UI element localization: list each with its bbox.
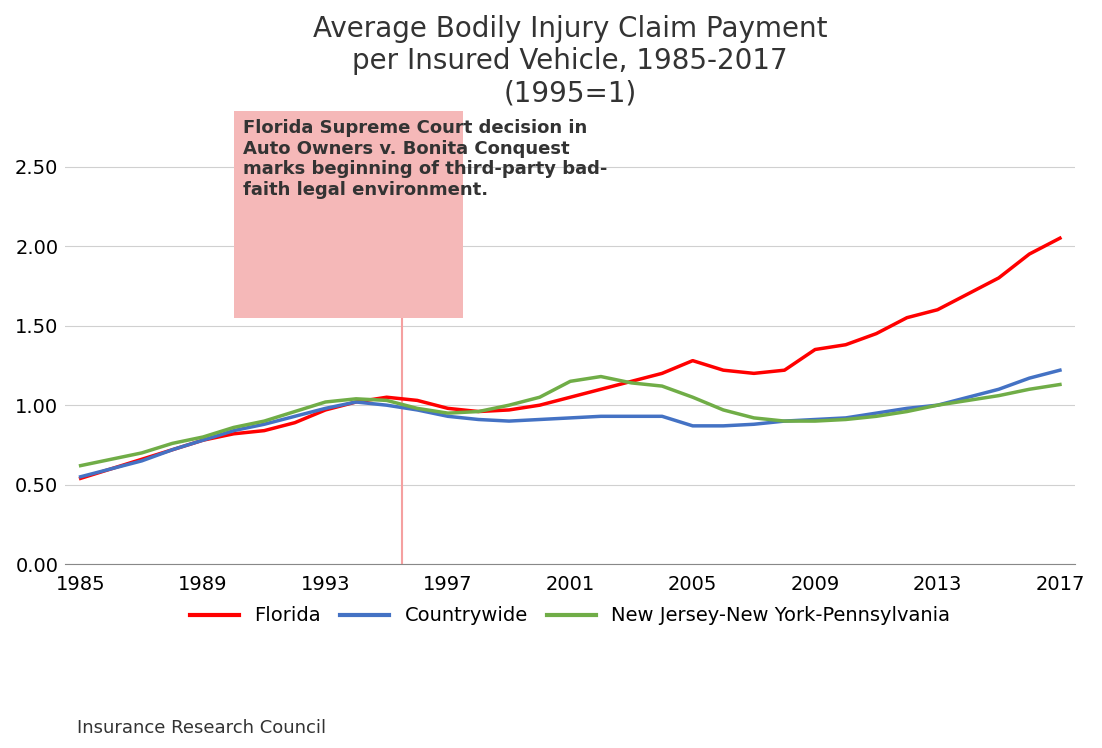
- Text: Insurance Research Council: Insurance Research Council: [77, 719, 326, 737]
- Text: Florida Supreme Court decision in
Auto Owners v. Bonita Conquest
marks beginning: Florida Supreme Court decision in Auto O…: [242, 119, 607, 199]
- FancyBboxPatch shape: [234, 111, 463, 318]
- Title: Average Bodily Injury Claim Payment
per Insured Vehicle, 1985-2017
(1995=1): Average Bodily Injury Claim Payment per …: [313, 15, 828, 108]
- Legend: Florida, Countrywide, New Jersey-New York-Pennsylvania: Florida, Countrywide, New Jersey-New Yor…: [182, 598, 959, 634]
